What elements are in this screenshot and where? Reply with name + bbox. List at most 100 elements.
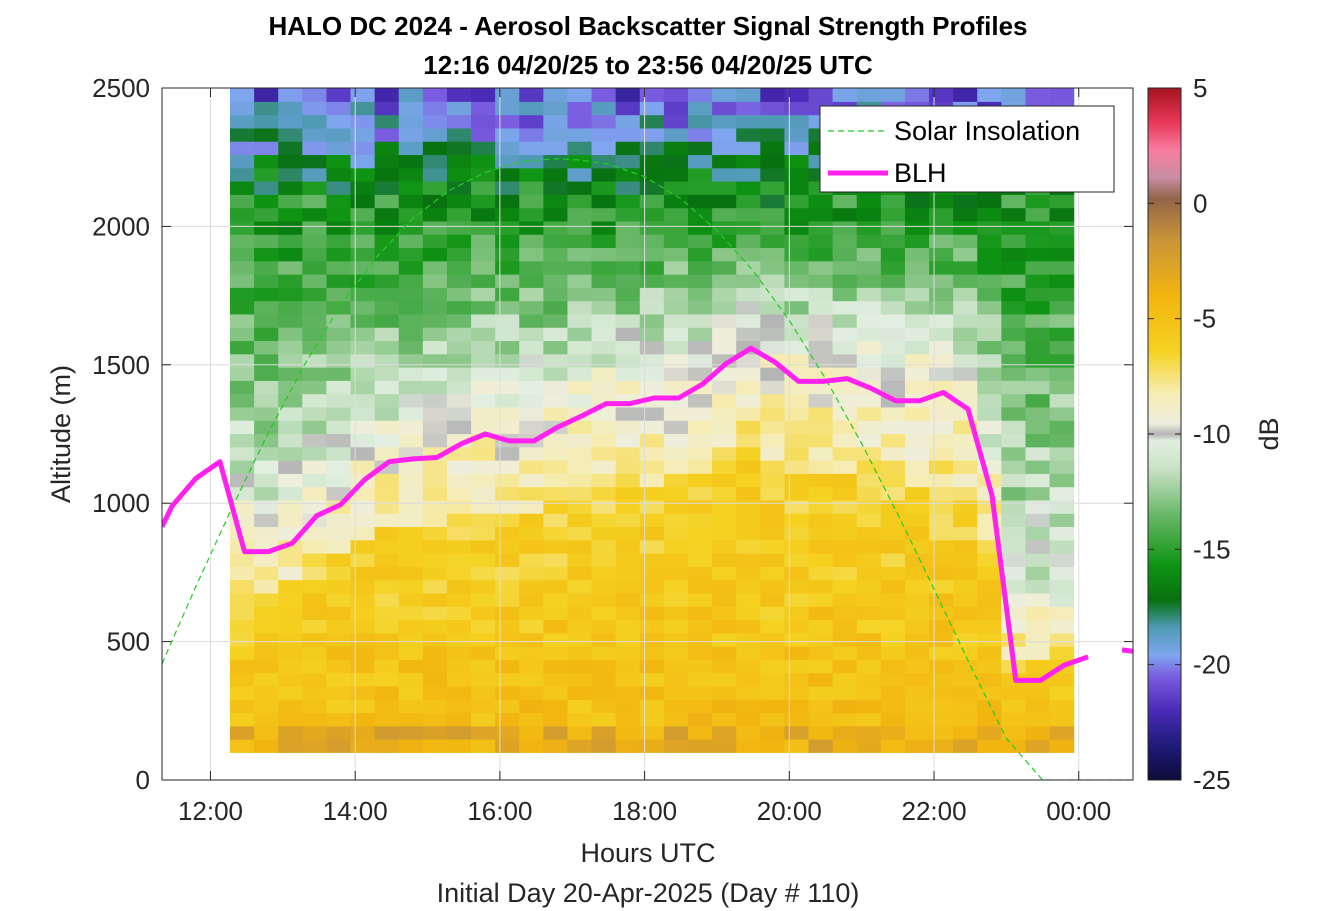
heatmap-cell [1001, 566, 1027, 581]
heatmap-cell [953, 340, 978, 355]
heatmap-cell [953, 579, 978, 594]
heatmap-cell [495, 88, 520, 102]
heatmap-cell [302, 632, 328, 647]
heatmap-cell [495, 154, 520, 169]
heatmap-cell [880, 619, 906, 634]
heatmap-cell [808, 646, 834, 660]
heatmap-cell [1001, 632, 1027, 647]
heatmap-cell [519, 101, 544, 116]
heatmap-cell [1001, 393, 1027, 408]
heatmap-cell [495, 526, 520, 541]
heatmap-cell [856, 313, 882, 328]
heatmap-cell [1001, 380, 1027, 395]
heatmap-cell [760, 513, 786, 528]
heatmap-cell [278, 739, 303, 753]
heatmap-cell [254, 127, 279, 142]
heatmap-cell [278, 167, 303, 182]
heatmap-cell [1049, 194, 1075, 209]
heatmap-cell [278, 340, 303, 355]
heatmap-cell [422, 699, 448, 714]
heatmap-cell [832, 619, 858, 634]
heatmap-cell [832, 672, 858, 687]
heatmap-cell [929, 712, 954, 727]
heatmap-cell [615, 446, 641, 461]
heatmap-cell [808, 685, 834, 700]
heatmap-cell [495, 327, 520, 342]
heatmap-cell [495, 725, 520, 740]
heatmap-cell [880, 473, 906, 488]
heatmap-cell [663, 499, 689, 514]
heatmap-cell [880, 446, 906, 461]
heatmap-cell [688, 154, 713, 169]
heatmap-cell [1001, 88, 1027, 102]
heatmap-cell [929, 260, 954, 275]
heatmap-cell [254, 114, 279, 129]
heatmap-cell [880, 606, 906, 621]
heatmap-cell [278, 194, 303, 209]
heatmap-cell [471, 154, 496, 169]
heatmap-cell [1025, 274, 1051, 288]
heatmap-cell [977, 367, 1002, 381]
heatmap-cell [278, 300, 303, 315]
heatmap-cell [591, 579, 617, 594]
heatmap-cell [495, 460, 520, 474]
heatmap-cell [278, 313, 303, 328]
heatmap-cell [567, 234, 593, 249]
heatmap-cell [688, 114, 713, 129]
heatmap-cell [736, 313, 761, 328]
heatmap-cell [736, 127, 761, 142]
heatmap-cell [1001, 526, 1027, 541]
heatmap-cell [639, 367, 665, 381]
heatmap-cell [446, 260, 472, 275]
heatmap-cell [543, 194, 569, 209]
colorbar-tick-label: 0 [1193, 188, 1207, 218]
heatmap-cell [929, 274, 954, 288]
heatmap-cell [953, 513, 978, 528]
heatmap-cell [495, 539, 520, 554]
heatmap-cell [953, 659, 978, 674]
x-tick-label: 22:00 [901, 796, 966, 826]
heatmap-cell [856, 88, 882, 102]
x-tick-label: 14:00 [323, 796, 388, 826]
heatmap-cell [278, 101, 303, 116]
heatmap-cell [591, 619, 617, 634]
heatmap-cell [929, 526, 954, 541]
heatmap-cell [374, 327, 400, 342]
heatmap-cell [639, 127, 665, 142]
heatmap-cell [422, 513, 448, 528]
heatmap-cell [663, 619, 689, 634]
heatmap-cell [543, 114, 569, 129]
heatmap-cell [736, 659, 761, 674]
heatmap-cell [904, 88, 930, 102]
heatmap-cell [808, 526, 834, 541]
heatmap-cell [615, 592, 641, 607]
heatmap-cell [1025, 393, 1051, 408]
heatmap-cell [254, 619, 279, 634]
heatmap-cell [543, 247, 569, 262]
heatmap-cell [736, 260, 761, 275]
y-tick-label: 2000 [92, 211, 150, 241]
heatmap-cell [639, 739, 665, 753]
heatmap-cell [471, 380, 496, 395]
heatmap-cell [254, 353, 279, 368]
heatmap-cell [688, 685, 713, 700]
heatmap-cell [422, 300, 448, 315]
heatmap-cell [880, 433, 906, 448]
y-tick-label: 0 [136, 765, 150, 795]
legend[interactable]: Solar Insolation BLH [819, 105, 1115, 193]
heatmap-cell [880, 327, 906, 342]
heatmap-cell [856, 526, 882, 541]
heatmap-cell [832, 685, 858, 700]
heatmap-cell [446, 141, 472, 156]
heatmap-cell [615, 460, 641, 474]
heatmap-cell [567, 712, 593, 727]
heatmap-cell [1049, 539, 1075, 554]
heatmap-cell [1049, 327, 1075, 342]
heatmap-cell [1025, 220, 1051, 235]
heatmap-cell [639, 526, 665, 541]
heatmap-cell [471, 486, 496, 501]
heatmap-cell [278, 486, 303, 501]
heatmap-cell [832, 420, 858, 435]
heatmap-cell [929, 460, 954, 474]
heatmap-cell [977, 606, 1002, 621]
